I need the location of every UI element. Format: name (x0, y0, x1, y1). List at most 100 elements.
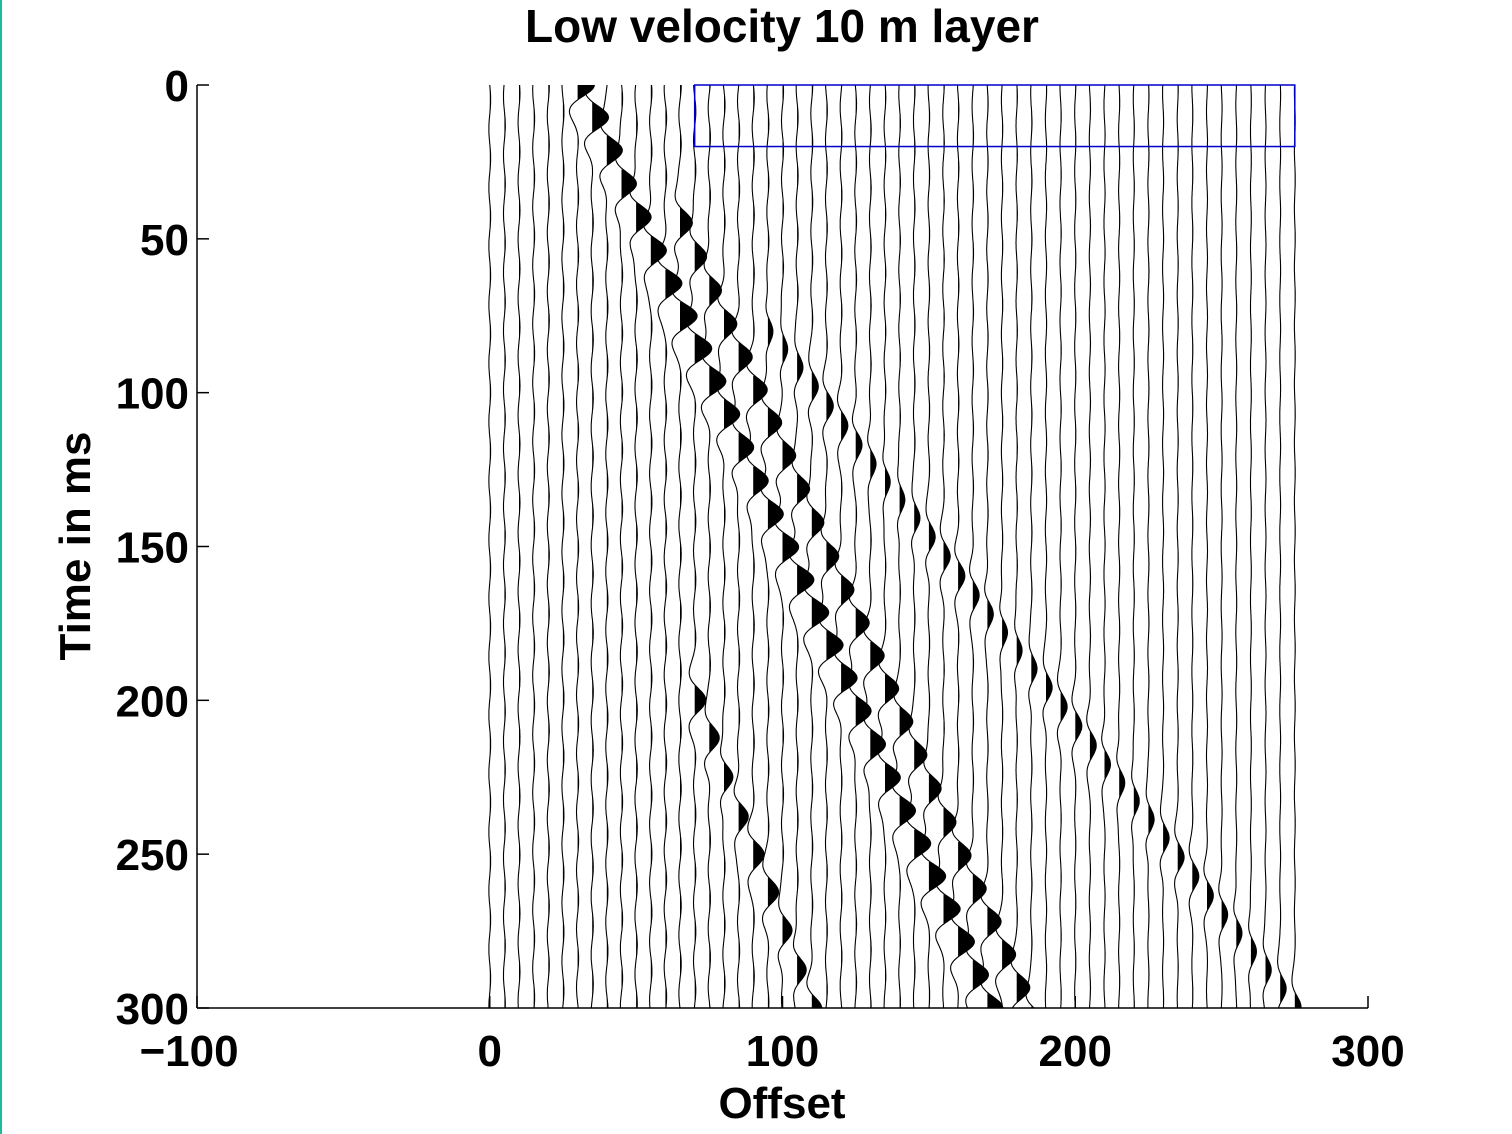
trace-fill (943, 85, 961, 1008)
y-tick-label: 0 (165, 62, 189, 111)
trace-fill (680, 85, 698, 981)
y-tick-label: 50 (140, 216, 189, 265)
trace-line (1277, 85, 1287, 1009)
trace (568, 84, 595, 1009)
x-tick-label: 300 (1331, 1027, 1404, 1076)
trace-line (671, 85, 698, 1009)
trace-fill (1280, 85, 1287, 1005)
trace (643, 84, 667, 1009)
trace-line (656, 84, 683, 1009)
trace-fill (724, 91, 740, 999)
trace (788, 85, 815, 1009)
trace (671, 85, 698, 1009)
x-tick-label: 100 (746, 1027, 819, 1076)
trace-line (905, 85, 932, 1009)
y-axis-label: Time in ms (51, 431, 100, 660)
trace (1145, 85, 1155, 1009)
trace-line (877, 84, 901, 1009)
trace (817, 85, 844, 1009)
trace-group (488, 84, 1302, 1009)
trace-line (833, 84, 858, 1009)
y-tick-label: 300 (116, 985, 189, 1034)
trace (803, 85, 830, 1009)
trace-line (1188, 85, 1200, 1008)
trace (995, 84, 1017, 1009)
trace (950, 84, 975, 1009)
trace-line (1218, 85, 1229, 1009)
x-ticks: −100 0 100 200 300 (139, 996, 1405, 1076)
trace-fill (694, 97, 712, 1005)
trace-line (502, 84, 506, 1009)
trace-line (1203, 85, 1214, 1008)
trace (980, 84, 1004, 1009)
trace (1116, 84, 1126, 1009)
trace (614, 84, 637, 1008)
trace (685, 84, 713, 1009)
trace (561, 85, 565, 1009)
trace-line (1248, 84, 1257, 1008)
trace-line (760, 84, 784, 1009)
trace-line (891, 84, 917, 1009)
trace-fill (753, 85, 769, 993)
trace-fill (1002, 85, 1016, 1008)
trace (1277, 85, 1287, 1009)
x-tick-label: 0 (478, 1027, 502, 1076)
trace-fill (870, 85, 886, 1008)
trace (1262, 84, 1272, 1009)
trace-line (1042, 84, 1053, 1009)
trace-line (643, 84, 667, 1009)
trace-fill (665, 105, 682, 1008)
trace-line (488, 84, 492, 1008)
trace-fill (811, 85, 829, 1008)
x-tick-label: −100 (139, 1027, 238, 1076)
trace-line (1116, 84, 1126, 1009)
trace-line (995, 84, 1017, 1009)
trace-line (788, 85, 815, 1009)
trace (716, 84, 741, 1009)
highlight-box (693, 84, 1296, 148)
trace-line (1101, 84, 1112, 1009)
trace (731, 84, 755, 1008)
window-left-edge (0, 0, 2, 1134)
trace-line (965, 84, 989, 1009)
trace-line (950, 84, 975, 1009)
y-tick-label: 200 (116, 677, 189, 726)
trace-fill (914, 85, 931, 985)
trace (1010, 84, 1031, 1009)
trace-fill (1177, 85, 1185, 984)
trace (905, 85, 932, 1009)
trace-fill (577, 85, 595, 1008)
trace-line (803, 85, 830, 1009)
trace (583, 84, 610, 1009)
trace-line (700, 84, 727, 1009)
trace (1188, 85, 1200, 1008)
trace-line (980, 84, 1004, 1009)
trace-fill (621, 85, 637, 993)
trace-line (599, 84, 623, 1008)
trace-line (629, 84, 652, 1009)
trace (629, 84, 652, 1009)
trace (1042, 84, 1053, 1009)
trace-line (1174, 85, 1185, 1009)
trace-fill (987, 89, 1003, 1009)
trace-line (583, 84, 610, 1009)
trace-line (920, 85, 947, 1009)
trace (1159, 85, 1170, 1009)
trace-fill (885, 85, 901, 992)
trace-line (685, 84, 713, 1009)
chart-title: Low velocity 10 m layer (525, 0, 1039, 52)
trace (1218, 85, 1229, 1009)
trace-line (817, 85, 844, 1009)
trace-fill (738, 85, 754, 1008)
trace (1025, 85, 1038, 1009)
trace-line (546, 85, 550, 1009)
trace (877, 84, 901, 1009)
trace (517, 84, 521, 1009)
trace-line (1159, 85, 1170, 1009)
trace (1101, 84, 1112, 1009)
trace (774, 84, 800, 1009)
trace (920, 85, 947, 1009)
trace-line (848, 84, 872, 1009)
y-tick-label: 150 (116, 524, 189, 573)
